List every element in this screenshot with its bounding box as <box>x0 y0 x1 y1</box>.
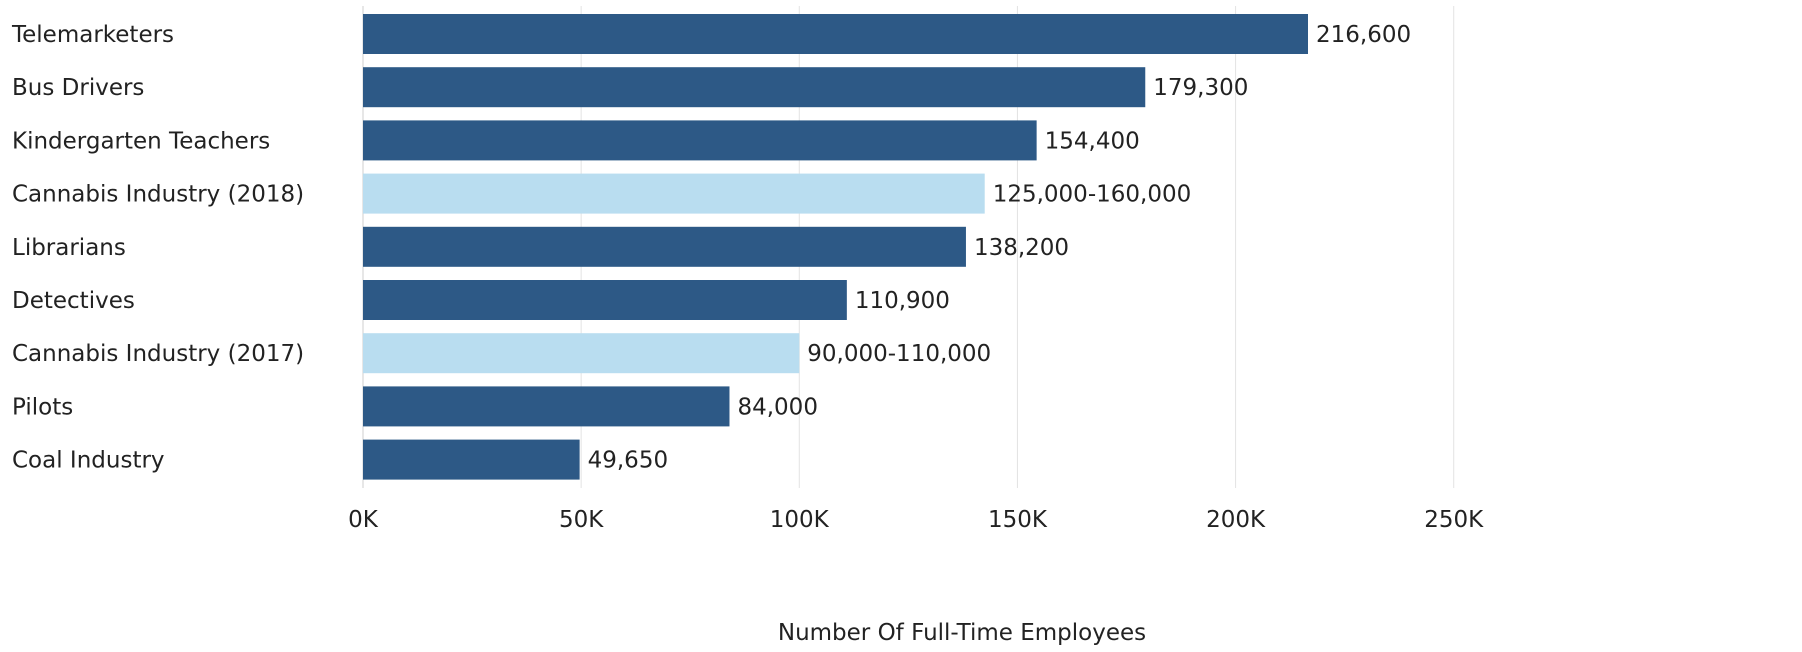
value-label: 49,650 <box>588 448 668 474</box>
bar <box>363 226 966 267</box>
x-tick-label: 50K <box>559 507 604 533</box>
value-label: 84,000 <box>737 394 817 420</box>
bar <box>363 120 1037 161</box>
value-label: 125,000-160,000 <box>993 182 1192 208</box>
value-label: 90,000-110,000 <box>807 341 991 367</box>
bar <box>363 439 580 480</box>
category-label: Librarians <box>12 235 126 261</box>
category-label: Kindergarten Teachers <box>12 128 270 154</box>
value-labels: 216,600 179,300 154,400 125,000-160,000 138,… <box>588 22 1412 474</box>
value-label: 216,600 <box>1316 22 1411 48</box>
value-label: 110,900 <box>855 288 950 314</box>
category-label: Bus Drivers <box>12 75 144 101</box>
category-label: Telemarketers <box>11 22 174 48</box>
bar <box>363 14 1308 54</box>
category-label: Cannabis Industry (2017) <box>12 341 304 367</box>
category-label: Pilots <box>12 394 73 420</box>
category-label: Coal Industry <box>12 448 165 474</box>
bar <box>363 280 847 320</box>
x-tick-label: 200K <box>1206 507 1266 533</box>
value-label: 138,200 <box>974 235 1069 261</box>
x-tick-label: 250K <box>1424 507 1484 533</box>
bars <box>363 14 1308 480</box>
x-axis-title: Number Of Full-Time Employees <box>778 620 1146 646</box>
x-tick-label: 100K <box>770 507 830 533</box>
bar <box>363 67 1146 108</box>
x-axis-ticks: 0K 50K 100K 150K 200K 250K <box>348 507 1484 533</box>
x-tick-label: 150K <box>988 507 1048 533</box>
bar <box>363 386 730 427</box>
x-tick-label: 0K <box>348 507 379 533</box>
category-label: Detectives <box>12 288 135 314</box>
category-labels: Telemarketers Bus Drivers Kindergarten Tea… <box>11 22 304 474</box>
value-label: 154,400 <box>1045 128 1140 154</box>
value-label: 179,300 <box>1153 75 1248 101</box>
bar <box>363 173 985 214</box>
bar <box>363 333 800 374</box>
category-label: Cannabis Industry (2018) <box>12 182 304 208</box>
